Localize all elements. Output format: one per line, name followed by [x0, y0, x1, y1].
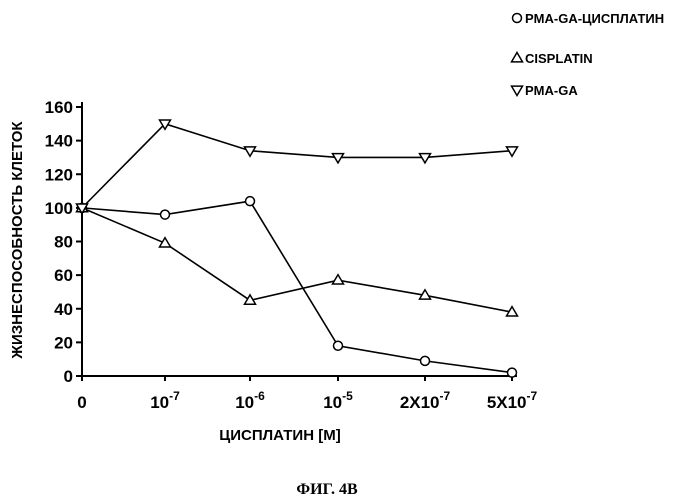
series-line [82, 208, 512, 312]
legend-item: PMA-GA-ЦИСПЛАТИН [513, 11, 665, 26]
x-tick-label: 10-7 [150, 389, 180, 412]
y-axis-title: ЖИЗНЕСПОСОБНОСТЬ КЛЕТОК [9, 121, 26, 360]
series-circle [78, 197, 517, 377]
data-point [508, 368, 517, 377]
legend-item: PMA-GA [512, 83, 579, 98]
legend-item: CISPLATIN [512, 51, 593, 66]
x-tick-label: 10-5 [323, 389, 353, 412]
data-point [333, 154, 344, 163]
x-axis-title: ЦИСПЛАТИН [M] [219, 427, 340, 444]
x-tick-label: 0 [77, 393, 86, 412]
y-tick-label: 80 [54, 233, 73, 252]
y-tick-label: 20 [54, 333, 73, 352]
y-tick-label: 140 [45, 132, 73, 151]
x-tick-label: 5X10-7 [487, 389, 538, 412]
series-triangle-up [77, 202, 518, 316]
data-point [334, 341, 343, 350]
figure-caption: ФИГ. 4B [296, 481, 358, 498]
x-tick-label: 10-6 [235, 389, 265, 412]
legend: PMA-GA-ЦИСПЛАТИН CISPLATIN PMA-GA [512, 11, 665, 98]
legend-marker [513, 14, 522, 23]
data-point [420, 154, 431, 163]
legend-marker [512, 53, 523, 62]
y-tick-label: 0 [64, 367, 73, 386]
legend-label: CISPLATIN [525, 51, 593, 66]
y-tick-label: 120 [45, 165, 73, 184]
y-tick-label: 40 [54, 300, 73, 319]
axes: 0 20 40 60 80 100 120 140 160 0 10-7 10-6 10-5 2X10-7… [45, 98, 538, 412]
series-triangle-down [77, 120, 518, 213]
data-point [161, 210, 170, 219]
series-line [82, 124, 512, 208]
y-tick-label: 160 [45, 98, 73, 117]
y-tick-label: 60 [54, 266, 73, 285]
series-line [82, 201, 512, 372]
data-point [421, 356, 430, 365]
legend-marker [512, 86, 523, 95]
legend-label: PMA-GA-ЦИСПЛАТИН [525, 11, 664, 26]
data-point [246, 197, 255, 206]
y-tick-label: 100 [45, 199, 73, 218]
x-tick-label: 2X10-7 [400, 389, 451, 412]
series-layer [77, 120, 518, 377]
data-point [333, 275, 344, 284]
legend-label: PMA-GA [525, 83, 578, 98]
